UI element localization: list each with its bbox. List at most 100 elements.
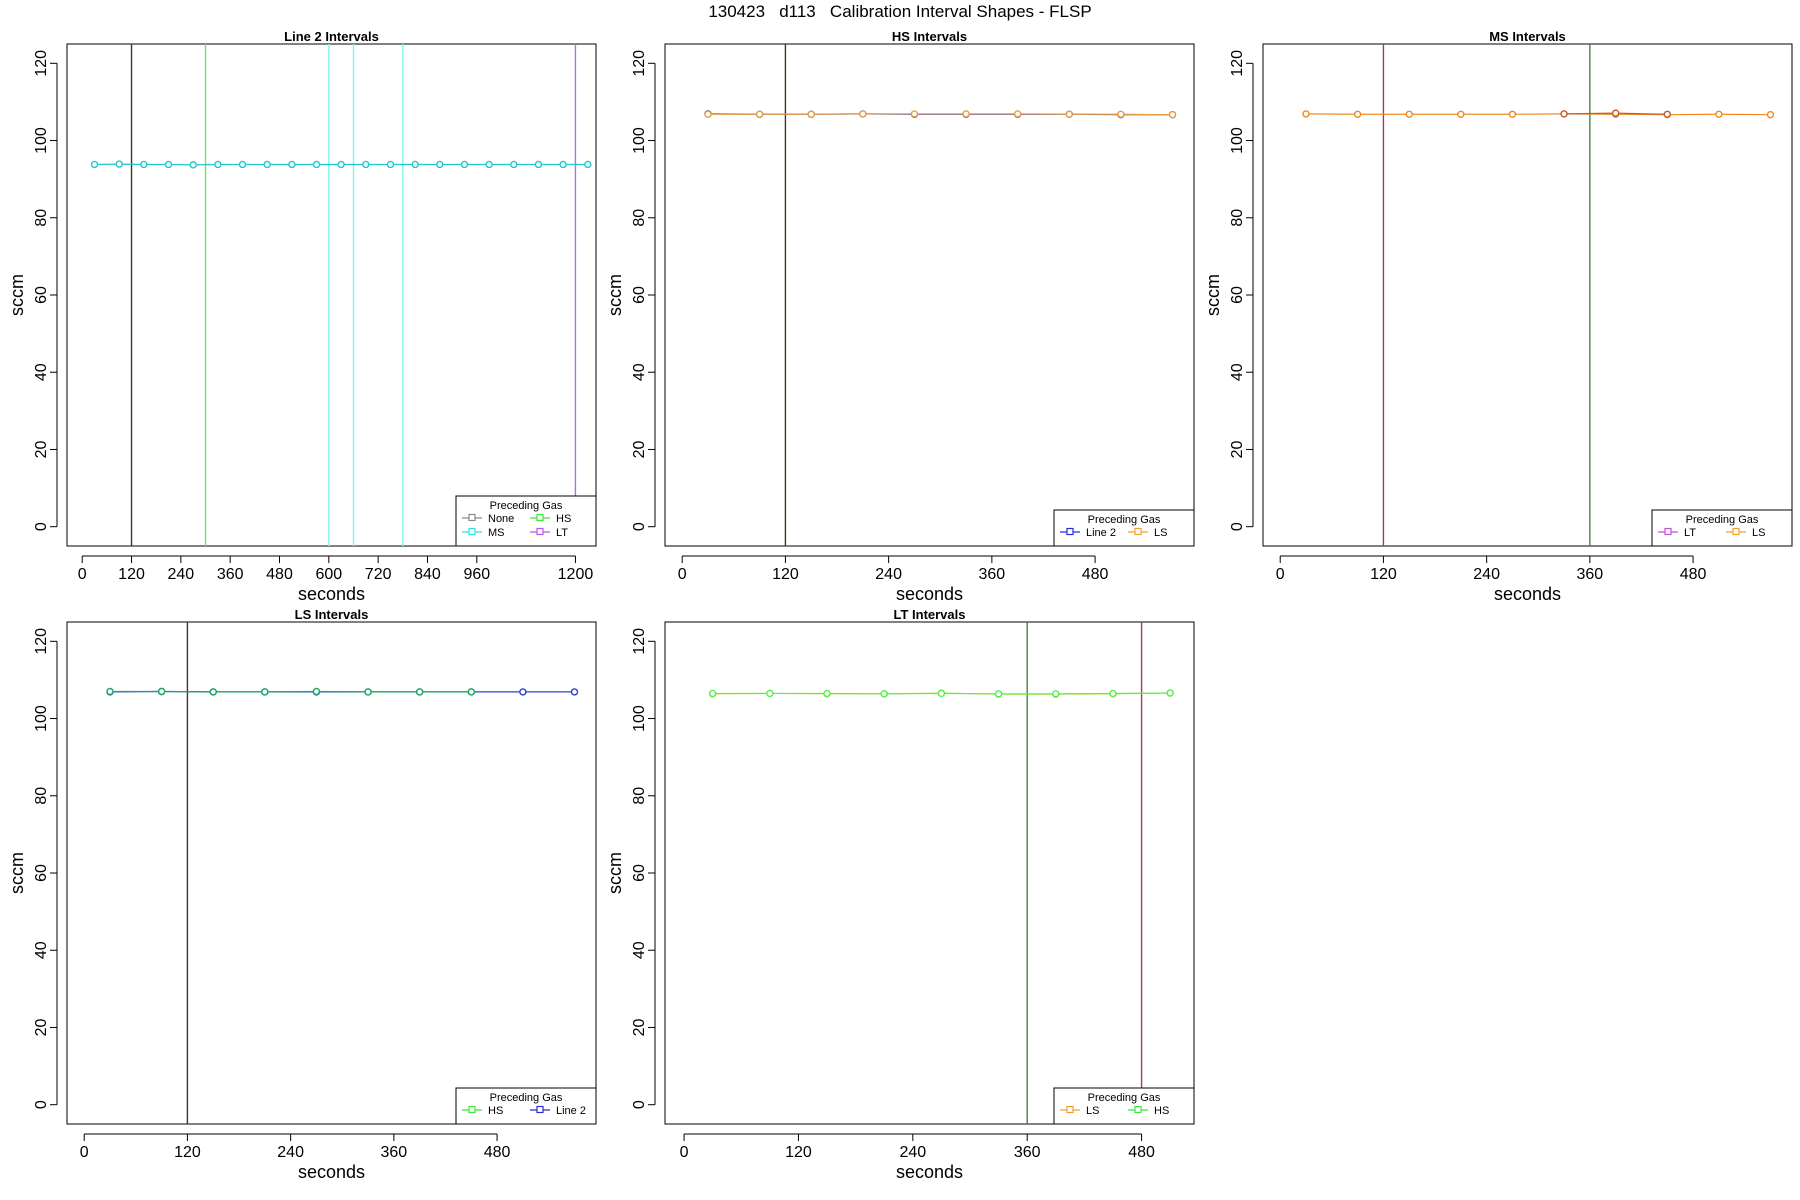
data-point xyxy=(807,110,815,118)
x-tick-label: 360 xyxy=(1577,566,1604,583)
legend-swatch-marker xyxy=(536,1105,544,1114)
y-tick-label: 80 xyxy=(631,209,648,227)
data-point xyxy=(106,687,114,696)
data-point xyxy=(570,688,579,696)
plot-frame xyxy=(1262,43,1793,547)
data-point xyxy=(164,160,173,169)
plot-frame xyxy=(664,43,1195,547)
data-point xyxy=(214,160,222,169)
legend-label: Line 2 xyxy=(556,1105,586,1117)
data-point xyxy=(90,160,99,169)
panel-title: MS Intervals xyxy=(1489,29,1566,44)
data-point xyxy=(519,688,527,696)
data-point xyxy=(1457,110,1465,118)
y-tick-label: 0 xyxy=(631,522,648,531)
y-tick-label: 40 xyxy=(33,363,50,381)
data-point xyxy=(1166,689,1174,697)
data-point xyxy=(1663,110,1671,118)
x-tick-label: 360 xyxy=(381,1144,408,1161)
legend-label: LT xyxy=(1684,527,1696,539)
x-tick-label: 120 xyxy=(118,566,145,583)
data-point xyxy=(1168,110,1177,119)
data-point xyxy=(288,160,296,169)
x-tick-label: 360 xyxy=(217,566,244,583)
legend-box xyxy=(1053,1087,1195,1125)
y-tick-label: 60 xyxy=(33,286,50,304)
y-tick-label: 80 xyxy=(33,787,50,805)
legend-title: Preceding Gas xyxy=(490,1092,563,1104)
y-tick-label: 20 xyxy=(631,440,648,458)
legend-label: None xyxy=(488,513,514,525)
legend-box xyxy=(455,495,597,547)
y-tick-label: 80 xyxy=(33,209,50,227)
y-axis-label: sccm xyxy=(605,274,625,316)
y-tick-label: 60 xyxy=(1229,286,1246,304)
legend-title: Preceding Gas xyxy=(1088,1092,1161,1104)
y-tick-label: 80 xyxy=(1229,209,1246,227)
legend-label: LS xyxy=(1752,527,1765,539)
x-tick-label: 120 xyxy=(785,1144,812,1161)
data-point xyxy=(1611,109,1620,117)
data-point xyxy=(115,160,123,168)
x-axis-label: seconds xyxy=(298,584,365,604)
data-point xyxy=(1013,110,1022,118)
chart-panel: LT Intervals 0 120 240 360 480 seconds 0 20 40 60 8… xyxy=(605,607,1195,1182)
y-axis-label: sccm xyxy=(7,852,27,894)
y-tick-label: 20 xyxy=(33,440,50,458)
y-tick-label: 0 xyxy=(33,522,50,531)
y-tick-label: 40 xyxy=(631,363,648,381)
figure-title: 130423 d113 Calibration Interval Shapes … xyxy=(708,2,1092,21)
x-tick-label: 480 xyxy=(1680,566,1707,583)
legend-swatch-marker xyxy=(536,527,544,536)
y-tick-label: 120 xyxy=(631,628,648,655)
x-tick-label: 240 xyxy=(875,566,902,583)
data-point xyxy=(1065,110,1073,118)
legend-swatch-marker xyxy=(1066,1105,1074,1114)
legend-label: LT xyxy=(556,527,568,539)
data-point xyxy=(559,160,567,169)
y-axis-label: sccm xyxy=(1203,274,1223,316)
y-tick-label: 20 xyxy=(33,1018,50,1036)
legend-label: HS xyxy=(1154,1105,1169,1117)
y-tick-label: 100 xyxy=(1229,127,1246,154)
x-tick-label: 240 xyxy=(899,1144,926,1161)
panel-title: HS Intervals xyxy=(892,29,967,44)
data-point xyxy=(415,688,424,696)
x-tick-label: 120 xyxy=(174,1144,201,1161)
y-tick-label: 40 xyxy=(631,941,648,959)
plot-frame xyxy=(66,621,597,1125)
legend-swatch-marker xyxy=(1066,527,1074,536)
legend-swatch-marker xyxy=(468,1105,476,1114)
y-tick-label: 120 xyxy=(33,628,50,655)
data-point xyxy=(411,160,419,169)
y-tick-label: 20 xyxy=(1229,440,1246,458)
data-point xyxy=(312,160,321,169)
data-point xyxy=(534,160,543,169)
y-tick-label: 100 xyxy=(631,705,648,732)
legend-title: Preceding Gas xyxy=(490,500,563,512)
y-tick-label: 120 xyxy=(33,50,50,77)
data-point xyxy=(485,160,493,169)
legend-label: LS xyxy=(1086,1105,1099,1117)
y-tick-label: 120 xyxy=(1229,50,1246,77)
data-point xyxy=(910,110,919,118)
x-tick-label: 0 xyxy=(678,566,687,583)
data-point xyxy=(1405,110,1413,118)
data-point xyxy=(1766,110,1775,119)
y-axis-label: sccm xyxy=(7,274,27,316)
legend-box xyxy=(1651,509,1793,547)
plot-frame xyxy=(664,621,1195,1125)
data-point xyxy=(312,687,321,696)
data-point xyxy=(209,688,217,696)
y-axis-label: sccm xyxy=(605,852,625,894)
x-axis-label: seconds xyxy=(896,1162,963,1182)
legend-swatch-marker xyxy=(468,527,476,536)
legend-box xyxy=(1053,509,1195,547)
